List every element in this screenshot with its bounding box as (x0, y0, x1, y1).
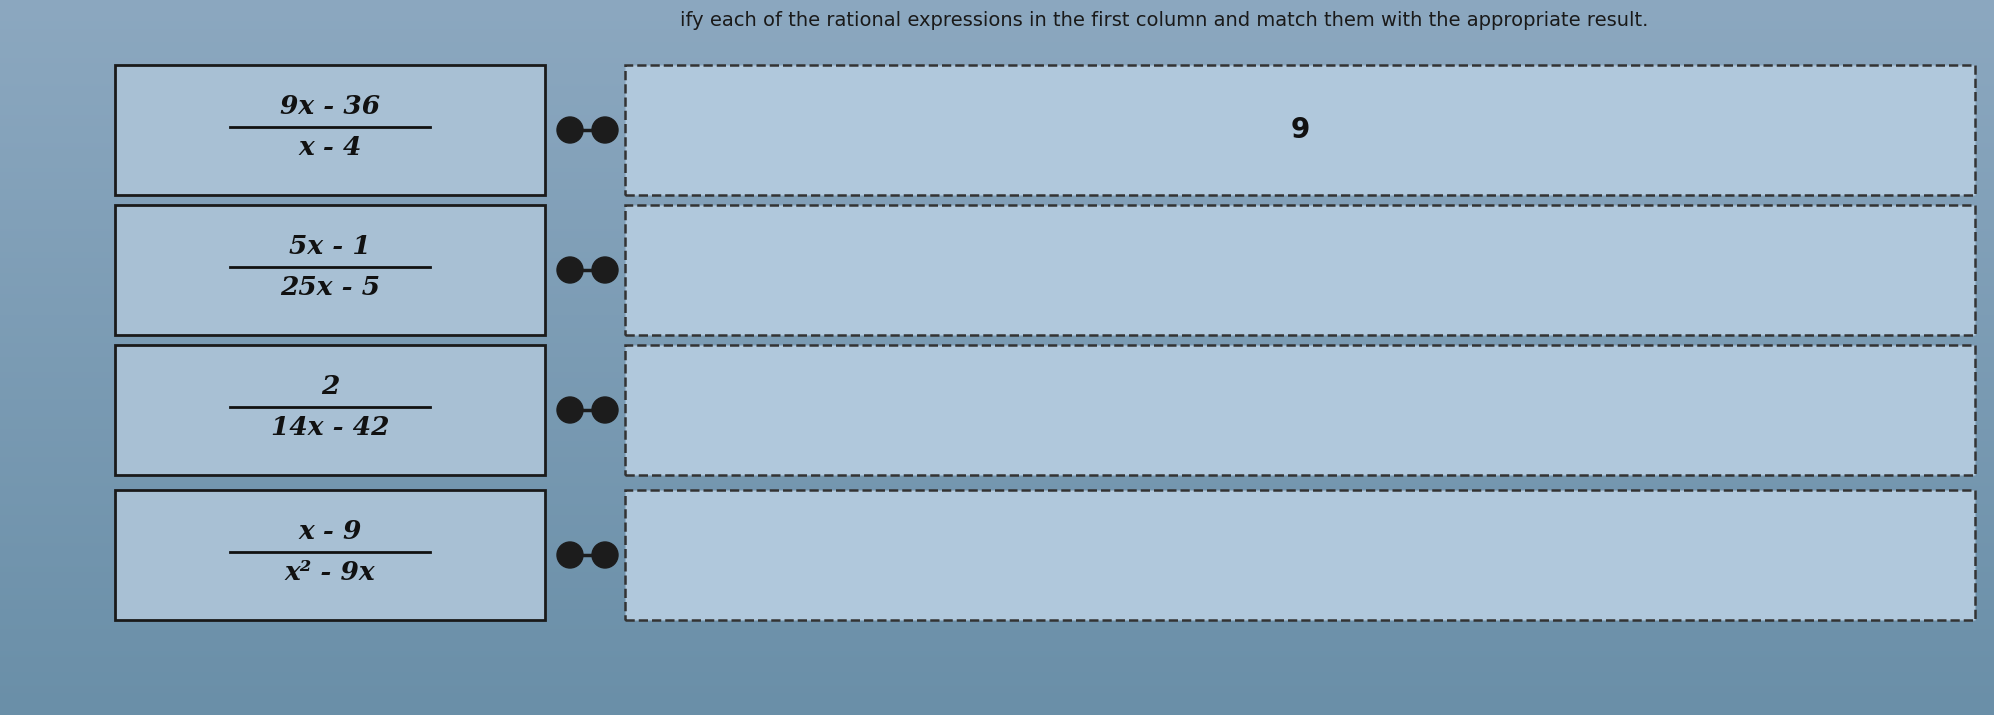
Circle shape (592, 117, 618, 143)
Bar (624, 490, 1974, 620)
Circle shape (592, 257, 618, 283)
Text: x - 9: x - 9 (299, 519, 361, 544)
Circle shape (592, 542, 618, 568)
Bar (624, 65, 1974, 195)
Circle shape (556, 397, 582, 423)
Text: 14x - 42: 14x - 42 (271, 415, 389, 440)
Text: 5x - 1: 5x - 1 (289, 234, 371, 259)
Text: 9x - 36: 9x - 36 (279, 94, 381, 119)
Text: x² - 9x: x² - 9x (285, 560, 375, 585)
Text: 2: 2 (321, 374, 339, 399)
Circle shape (556, 257, 582, 283)
Bar (116, 205, 544, 335)
Text: x - 4: x - 4 (299, 135, 361, 160)
Bar (624, 205, 1974, 335)
Text: ify each of the rational expressions in the first column and match them with the: ify each of the rational expressions in … (680, 11, 1649, 30)
Text: 25x - 5: 25x - 5 (279, 275, 381, 300)
Bar (116, 490, 544, 620)
Bar (116, 65, 544, 195)
Bar (624, 345, 1974, 475)
Bar (116, 345, 544, 475)
Circle shape (592, 397, 618, 423)
Circle shape (556, 542, 582, 568)
Circle shape (556, 117, 582, 143)
Text: 9: 9 (1290, 116, 1310, 144)
